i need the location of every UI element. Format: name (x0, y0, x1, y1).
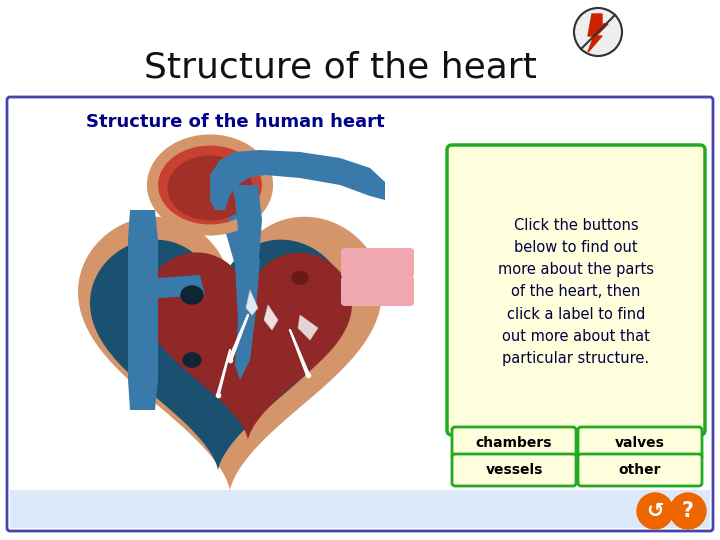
Polygon shape (588, 14, 608, 52)
Text: vessels: vessels (485, 463, 543, 477)
Text: ?: ? (682, 501, 694, 521)
FancyBboxPatch shape (452, 427, 576, 459)
FancyBboxPatch shape (578, 427, 702, 459)
Circle shape (574, 8, 622, 56)
Text: Structure of the heart: Structure of the heart (143, 51, 536, 85)
FancyBboxPatch shape (7, 97, 713, 531)
Circle shape (637, 493, 673, 529)
Circle shape (670, 493, 706, 529)
Polygon shape (130, 275, 205, 300)
Ellipse shape (181, 286, 203, 304)
Polygon shape (232, 185, 262, 330)
FancyBboxPatch shape (578, 454, 702, 486)
Polygon shape (90, 240, 346, 471)
Polygon shape (246, 290, 258, 315)
Polygon shape (225, 210, 260, 380)
Text: chambers: chambers (476, 436, 552, 450)
Text: Structure of the human heart: Structure of the human heart (86, 113, 384, 131)
FancyBboxPatch shape (341, 248, 414, 278)
Polygon shape (144, 253, 352, 441)
Text: other: other (618, 463, 661, 477)
Polygon shape (264, 305, 278, 330)
Ellipse shape (153, 140, 268, 230)
FancyBboxPatch shape (10, 490, 710, 528)
FancyBboxPatch shape (447, 145, 705, 435)
FancyBboxPatch shape (341, 276, 414, 306)
Polygon shape (298, 315, 318, 340)
Ellipse shape (168, 156, 253, 220)
Ellipse shape (292, 272, 308, 285)
FancyBboxPatch shape (452, 454, 576, 486)
Polygon shape (128, 210, 158, 410)
Ellipse shape (183, 353, 201, 367)
Text: Click the buttons
below to find out
more about the parts
of the heart, then
clic: Click the buttons below to find out more… (498, 218, 654, 366)
Polygon shape (210, 150, 385, 210)
Text: valves: valves (615, 436, 665, 450)
Text: ↺: ↺ (647, 501, 664, 521)
Polygon shape (78, 217, 382, 491)
